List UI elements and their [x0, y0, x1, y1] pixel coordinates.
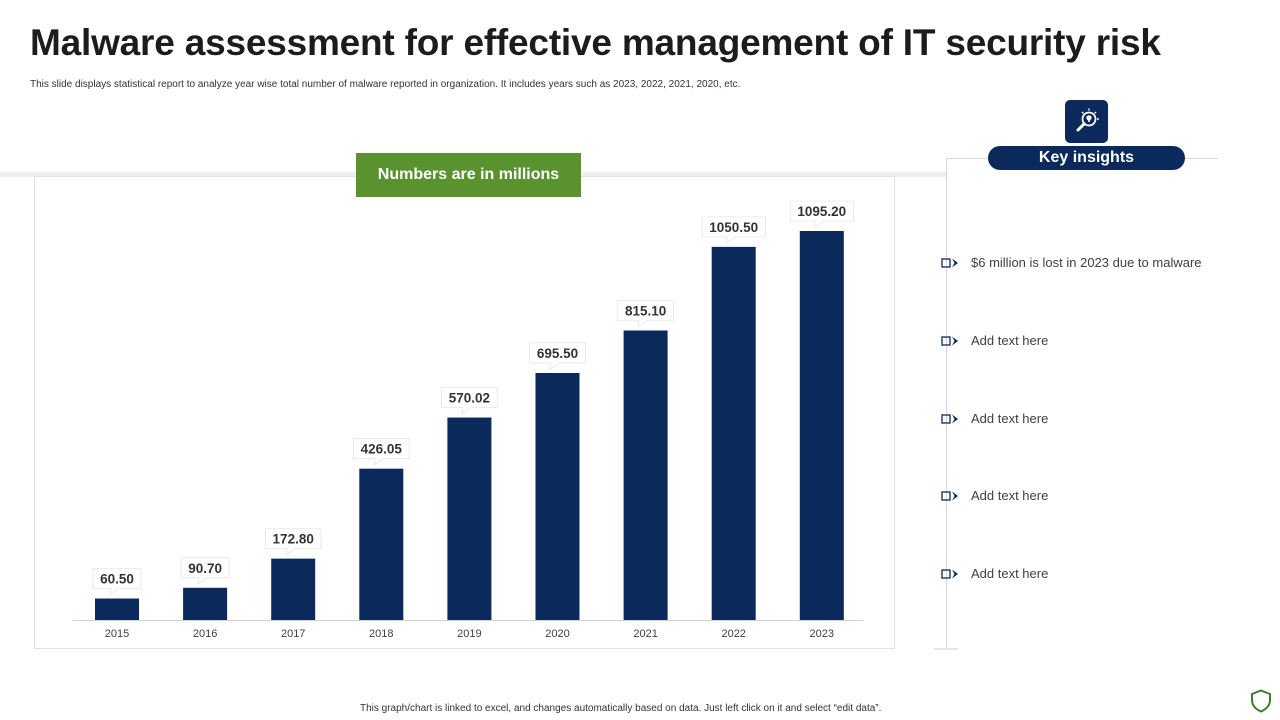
- insight-item: Add text here: [941, 563, 1048, 583]
- insight-item: Add text here: [941, 485, 1048, 505]
- arrow-bullet-icon: [941, 567, 971, 579]
- insight-item: Add text here: [941, 330, 1048, 350]
- units-banner: Numbers are in millions: [356, 153, 581, 197]
- insights-border-left: [946, 158, 947, 650]
- arrow-bullet-icon: [941, 412, 971, 424]
- insight-text: $6 million is lost in 2023 due to malwar…: [971, 254, 1202, 270]
- key-insights-heading: Key insights: [988, 146, 1185, 170]
- chart-frame[interactable]: [34, 176, 895, 649]
- insight-text[interactable]: Add text here: [971, 487, 1049, 503]
- insights-border-bottom: [934, 648, 958, 650]
- arrow-bullet-icon: [941, 489, 971, 501]
- shield-icon: [1251, 689, 1271, 713]
- insight-text[interactable]: Add text here: [971, 565, 1049, 581]
- insight-item: $6 million is lost in 2023 due to malwar…: [941, 252, 1202, 272]
- footer-note: This graph/chart is linked to excel, and…: [360, 703, 882, 714]
- insight-item: Add text here: [941, 408, 1048, 428]
- page-subtitle: This slide displays statistical report t…: [30, 79, 741, 90]
- lightbulb-magnifier-icon: [1065, 100, 1108, 143]
- insight-text[interactable]: Add text here: [971, 332, 1049, 348]
- page-title: Malware assessment for effective managem…: [30, 22, 1161, 63]
- arrow-bullet-icon: [941, 334, 971, 346]
- arrow-bullet-icon: [941, 256, 971, 268]
- insight-text[interactable]: Add text here: [971, 410, 1049, 426]
